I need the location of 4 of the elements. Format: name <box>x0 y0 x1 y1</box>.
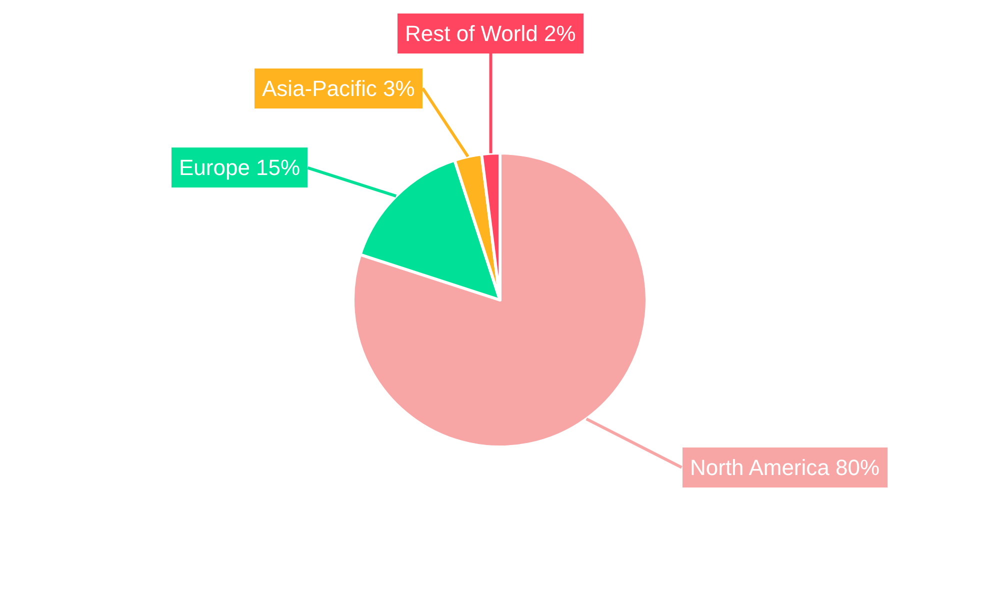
slice-label: Asia-Pacific 3% <box>262 76 415 101</box>
slice-label: North America 80% <box>690 455 880 480</box>
slice-label: Europe 15% <box>179 155 300 180</box>
slice-label: Rest of World 2% <box>405 21 576 46</box>
